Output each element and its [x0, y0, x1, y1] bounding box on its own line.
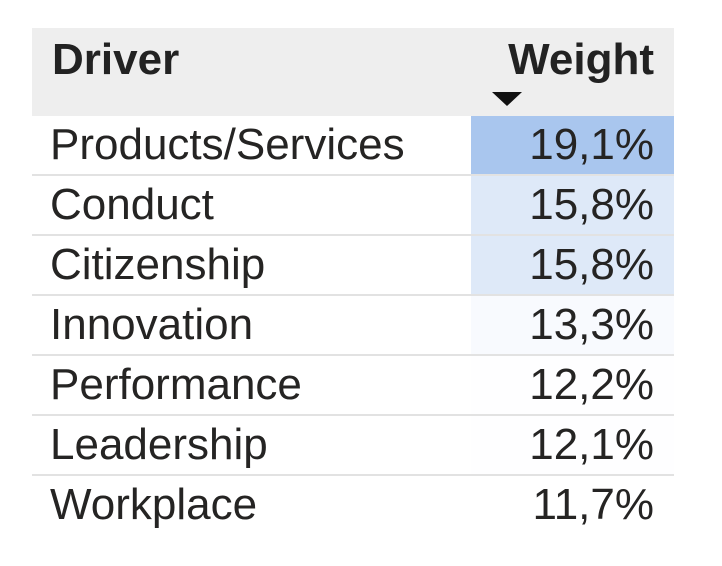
- cell-weight: 15,8%: [471, 236, 674, 294]
- cell-driver: Innovation: [50, 300, 254, 349]
- table-row[interactable]: Performance 12,2%: [32, 354, 674, 414]
- cell-driver: Performance: [50, 360, 302, 409]
- table-row[interactable]: Workplace 11,7%: [32, 474, 674, 534]
- cell-driver: Citizenship: [50, 240, 266, 289]
- cell-weight: 12,2%: [471, 356, 674, 414]
- table-row[interactable]: Products/Services 19,1%: [32, 116, 674, 174]
- table-body: Products/Services 19,1% Conduct 15,8% Citize…: [32, 116, 674, 534]
- table-header: Driver Weight: [32, 28, 674, 116]
- column-header-weight[interactable]: Weight: [508, 35, 654, 84]
- cell-driver: Workplace: [50, 480, 258, 529]
- table-row[interactable]: Innovation 13,3%: [32, 294, 674, 354]
- driver-weight-table: Driver Weight Products/Services 19,1% Cond…: [32, 28, 674, 534]
- cell-weight: 12,1%: [471, 416, 674, 474]
- cell-weight: 11,7%: [471, 476, 674, 534]
- sort-descending-icon[interactable]: [492, 92, 522, 106]
- cell-weight: 19,1%: [471, 116, 674, 174]
- cell-driver: Conduct: [50, 180, 214, 229]
- cell-driver: Leadership: [50, 420, 268, 469]
- cell-weight: 13,3%: [471, 296, 674, 354]
- column-header-driver[interactable]: Driver: [52, 35, 180, 84]
- table-row[interactable]: Leadership 12,1%: [32, 414, 674, 474]
- table-row[interactable]: Citizenship 15,8%: [32, 234, 674, 294]
- cell-driver: Products/Services: [50, 120, 405, 169]
- table-row[interactable]: Conduct 15,8%: [32, 174, 674, 234]
- cell-weight: 15,8%: [471, 176, 674, 234]
